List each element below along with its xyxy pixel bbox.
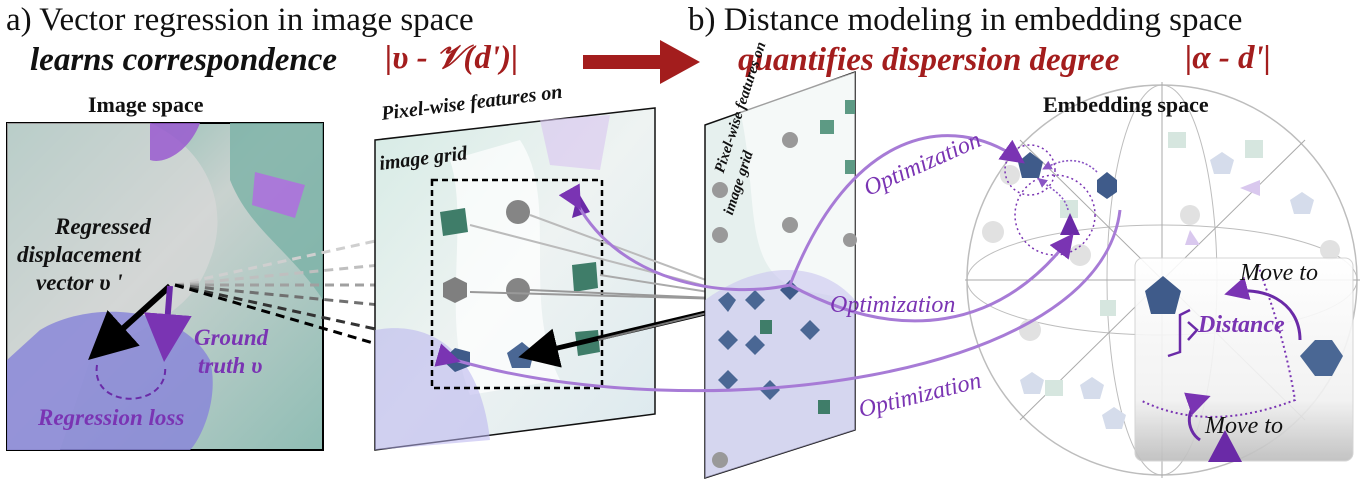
ground-truth-line2: truth υ [198,353,263,378]
regressed-label-line2: displacement [17,242,141,267]
subtitle-b-text: quantifies dispersion degree [738,42,1120,78]
optimization-label-2: Optimization [830,292,956,318]
image-space-title: Image space [88,92,204,117]
regressed-label-line3: vector υ ' [36,270,123,295]
distance-label: Distance [1198,312,1285,338]
subtitle-a-formula: |υ - 𝒱(d')| [385,40,519,76]
title-a: a) Vector regression in image space [6,2,474,38]
regression-loss-label: Regression loss [38,405,185,430]
projection-lines [174,238,381,347]
title-b: b) Distance modeling in embedding space [688,2,1243,38]
move-to-label-2: Move to [1205,413,1283,439]
regressed-label-line1: Regressed [55,214,151,239]
optimization-arcs [434,134,1122,393]
second-grid-panel [704,70,857,480]
embedding-space-title: Embedding space [1043,92,1209,117]
ground-truth-line1: Ground [194,325,269,350]
subtitle-b-formula: |α - d'| [1185,40,1271,76]
subtitle-a-text: learns correspondence [30,42,338,78]
move-to-label-1: Move to [1240,260,1318,286]
header-arrow [583,40,700,84]
distance-inset [1134,257,1354,462]
